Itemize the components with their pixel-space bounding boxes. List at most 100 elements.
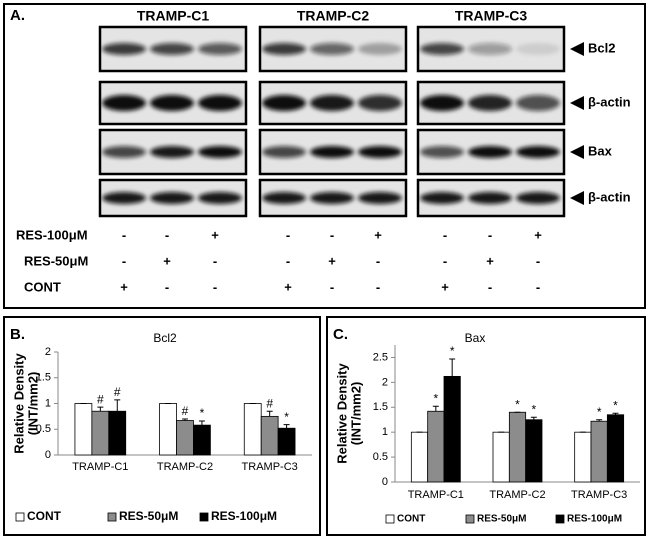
treatment-sign: + <box>328 253 336 268</box>
treatment-sign: - <box>122 227 126 242</box>
band <box>262 95 306 111</box>
error-bar <box>182 418 188 421</box>
legend-swatch <box>199 512 209 522</box>
band <box>468 95 512 111</box>
band <box>516 192 560 204</box>
arrow <box>570 145 584 159</box>
legend-label: RES-50μM <box>119 509 178 523</box>
significance-mark: # <box>182 404 189 418</box>
band <box>516 95 560 111</box>
band <box>358 95 402 111</box>
y-axis-label: (INT/mm2) <box>25 372 40 436</box>
cell-line-label: TRAMP-C3 <box>455 8 528 24</box>
y-tick-label: 2.5 <box>373 351 388 363</box>
significance-mark: * <box>613 398 618 412</box>
band <box>102 146 146 158</box>
band <box>420 192 464 204</box>
band <box>262 146 306 158</box>
y-tick-label: 1.5 <box>373 401 388 413</box>
bar <box>443 375 461 483</box>
treatment-sign: - <box>488 279 492 294</box>
y-tick-label: 2 <box>382 376 388 388</box>
chart-title: Bax <box>465 331 486 345</box>
arrow <box>570 42 584 56</box>
treatment-sign: - <box>536 253 540 268</box>
chart-title: Bcl2 <box>153 331 177 345</box>
y-tick-label: 0.5 <box>36 423 51 435</box>
significance-mark: # <box>97 392 104 406</box>
treatment-label: RES-50μM <box>24 253 88 268</box>
treatment-sign: - <box>443 253 447 268</box>
error-bar <box>97 406 104 412</box>
cell-line-label: TRAMP-C1 <box>137 8 210 24</box>
protein-label: β-actin <box>588 189 631 204</box>
y-axis-label: Relative Density <box>334 363 349 464</box>
bar <box>277 427 296 456</box>
bar <box>508 411 527 483</box>
treatment-label: RES-100μM <box>16 227 88 242</box>
y-tick-label: 1 <box>45 397 51 409</box>
treatment-sign: + <box>374 227 382 242</box>
significance-mark: * <box>597 405 602 419</box>
error-bar <box>530 416 537 420</box>
bar <box>606 414 625 483</box>
significance-mark: # <box>266 396 273 410</box>
legend-label: RES-50μM <box>477 514 526 525</box>
x-tick-label: TRAMP-C1 <box>408 489 464 501</box>
panel-c-frame <box>326 316 646 536</box>
treatment-sign: + <box>441 279 449 294</box>
treatment-sign: + <box>120 279 128 294</box>
panel-a-frame <box>3 3 646 309</box>
band <box>468 192 512 204</box>
band <box>358 146 402 158</box>
error-bar <box>596 419 603 422</box>
bar <box>410 431 429 483</box>
band <box>420 95 464 111</box>
band <box>198 95 242 111</box>
y-tick-label: 0.5 <box>373 451 388 463</box>
bar <box>492 431 510 483</box>
protein-label: Bcl2 <box>588 40 615 55</box>
panel-label: B. <box>10 326 25 343</box>
x-tick-label: TRAMP-C3 <box>571 489 627 501</box>
treatment-sign: - <box>213 253 217 268</box>
legend-label: CONT <box>27 509 62 523</box>
band <box>198 192 242 204</box>
y-axis-label: (INT/mm2) <box>348 382 363 446</box>
treatment-label: CONT <box>24 279 61 294</box>
band <box>262 43 306 55</box>
treatment-sign: - <box>376 253 380 268</box>
legend-swatch <box>15 512 25 522</box>
y-axis-label: Relative Density <box>11 353 26 454</box>
band <box>102 43 146 55</box>
legend-swatch <box>555 514 565 524</box>
panel-b-frame <box>3 316 321 536</box>
panel-label: C. <box>333 326 348 343</box>
band <box>102 95 146 111</box>
error-bar <box>449 358 456 377</box>
legend-swatch <box>107 512 117 522</box>
treatment-sign: - <box>488 227 492 242</box>
x-tick-label: TRAMP-C2 <box>157 461 213 473</box>
error-bar <box>266 410 273 417</box>
y-tick-label: 2 <box>45 346 51 358</box>
y-tick-label: 1 <box>382 426 388 438</box>
treatment-sign: - <box>165 227 169 242</box>
y-tick-label: 0 <box>45 449 51 461</box>
treatment-sign: + <box>534 227 542 242</box>
cell-line-label: TRAMP-C2 <box>297 8 370 24</box>
band <box>468 146 512 158</box>
treatment-sign: - <box>536 279 540 294</box>
band <box>150 43 194 55</box>
bar <box>574 431 592 483</box>
bar <box>260 415 279 456</box>
band <box>198 146 242 158</box>
treatment-sign: - <box>443 227 447 242</box>
y-tick-label: 1.5 <box>36 372 51 384</box>
bar <box>193 424 211 456</box>
bar <box>243 403 262 456</box>
band <box>420 146 464 158</box>
significance-mark: * <box>284 410 289 424</box>
treatment-sign: - <box>376 279 380 294</box>
treatment-sign: - <box>165 279 169 294</box>
